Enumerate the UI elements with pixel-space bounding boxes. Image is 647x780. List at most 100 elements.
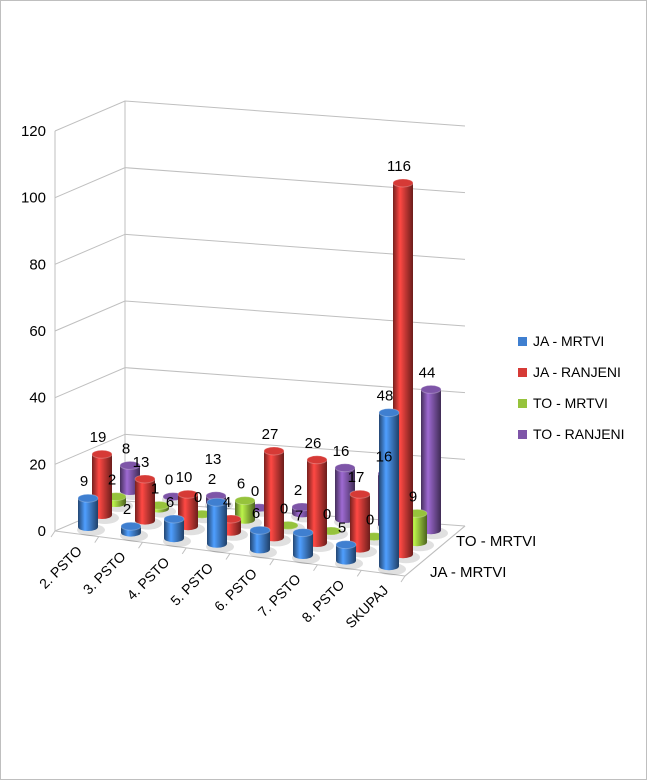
data-label: 7 <box>295 508 303 525</box>
data-label: 2 <box>123 501 131 518</box>
bar-ja-ranjeni-6 <box>349 489 377 558</box>
data-label: 0 <box>323 506 331 523</box>
bar-ja-mrtvi-4 <box>249 525 277 559</box>
bar-body <box>164 519 184 543</box>
data-label: 13 <box>205 451 222 468</box>
legend-swatch <box>518 337 527 346</box>
legend: JA - MRTVI JA - RANJENI TO - MRTVI TO - RAN… <box>518 333 625 442</box>
x-tick-mark <box>138 541 143 549</box>
x-tick-mark <box>313 564 318 572</box>
bar-ja-mrtvi-2 <box>163 514 191 548</box>
bar-ja-mrtvi-6 <box>335 540 363 570</box>
y-tick-label: 0 <box>38 523 46 540</box>
bar-top <box>206 497 228 507</box>
bar-ja-ranjeni-1 <box>134 474 162 530</box>
bar-body <box>350 494 370 553</box>
bar-top <box>77 493 99 503</box>
x-tick-label: 6. PSTO <box>211 565 260 614</box>
bar-ja-mrtvi-0 <box>77 493 105 536</box>
depth-tick-label: TO - MRTVI <box>456 533 536 550</box>
legend-item: TO - RANJENI <box>518 426 625 442</box>
bar-body <box>421 389 441 535</box>
y-tick-label: 100 <box>21 190 46 207</box>
bar-top <box>306 455 328 465</box>
bar-top <box>292 528 314 538</box>
x-tick-mark <box>181 547 187 555</box>
bar-top <box>120 521 142 531</box>
data-label: 0 <box>251 483 259 500</box>
legend-label: TO - MRTVI <box>533 395 608 411</box>
bar-body <box>379 412 399 571</box>
bars <box>77 178 448 576</box>
legend-swatch <box>518 368 527 377</box>
legend-swatch <box>518 430 527 439</box>
y-tick-label: 20 <box>29 456 46 473</box>
x-tick-label: 4. PSTO <box>123 554 172 603</box>
x-tick-label: SKUPAJ <box>342 582 391 631</box>
bar-body <box>264 451 284 542</box>
bar-top <box>234 496 256 506</box>
y-tick-label: 80 <box>29 256 46 273</box>
x-tick-mark <box>50 530 56 538</box>
bar-top <box>420 384 442 394</box>
data-label: 0 <box>165 472 173 489</box>
legend-item: JA - MRTVI <box>518 333 604 349</box>
data-label: 16 <box>376 448 393 465</box>
y-axis-ticks: 0 20 40 60 80 100 120 <box>21 123 46 540</box>
y-tick-label: 40 <box>29 390 46 407</box>
x-tick-mark <box>356 570 362 577</box>
bar-ja-mrtvi-1 <box>120 521 148 542</box>
bar-body <box>135 479 155 525</box>
data-label: 48 <box>377 388 394 405</box>
bar-top <box>249 525 271 535</box>
data-label: 10 <box>176 469 193 486</box>
bar-top <box>134 474 156 484</box>
bar-top <box>334 463 356 473</box>
data-label: 2 <box>294 482 302 499</box>
gridline <box>54 100 466 132</box>
bar-body <box>307 459 327 547</box>
x-tick-label: 8. PSTO <box>298 576 347 625</box>
depth-axis-line <box>404 525 466 577</box>
data-label: 2 <box>108 472 116 489</box>
data-label: 6 <box>252 505 260 522</box>
legend-item: TO - MRTVI <box>518 395 608 411</box>
bar-top <box>349 489 371 499</box>
data-label: 17 <box>348 469 365 486</box>
data-label: 26 <box>305 435 322 452</box>
data-label: 6 <box>237 476 245 493</box>
data-label: 19 <box>90 429 107 446</box>
bar-top <box>335 540 357 550</box>
legend-label: TO - RANJENI <box>533 426 625 442</box>
bar-top <box>392 178 414 188</box>
depth-axis-ticks: JA - MRTVI TO - MRTVI <box>430 533 536 581</box>
data-label: 5 <box>338 520 346 537</box>
bar-body <box>293 532 313 559</box>
data-label: 2 <box>208 471 216 488</box>
bar-top <box>91 449 113 459</box>
y-tick-label: 60 <box>29 323 46 340</box>
x-tick-mark <box>225 553 231 560</box>
bar-top <box>378 408 400 418</box>
bar-top <box>163 514 185 524</box>
data-label: 1 <box>151 480 159 497</box>
data-label: 0 <box>280 500 288 517</box>
data-label: 8 <box>122 440 130 457</box>
bar-ja-mrtvi-3 <box>206 497 234 553</box>
x-tick-label: 7. PSTO <box>255 571 304 620</box>
bar-top <box>119 460 141 470</box>
data-label: 116 <box>387 158 411 175</box>
data-label: 0 <box>194 489 202 506</box>
data-label: 44 <box>419 364 436 381</box>
x-tick-label: 2. PSTO <box>36 543 85 592</box>
data-label: 0 <box>366 512 374 529</box>
x-tick-label: 5. PSTO <box>167 559 216 608</box>
data-label: 4 <box>223 494 231 511</box>
x-tick-label: 3. PSTO <box>80 548 129 597</box>
legend-swatch <box>518 399 527 408</box>
data-label: 16 <box>333 443 350 460</box>
y-tick-label: 120 <box>21 123 46 140</box>
bar-body <box>78 498 98 531</box>
